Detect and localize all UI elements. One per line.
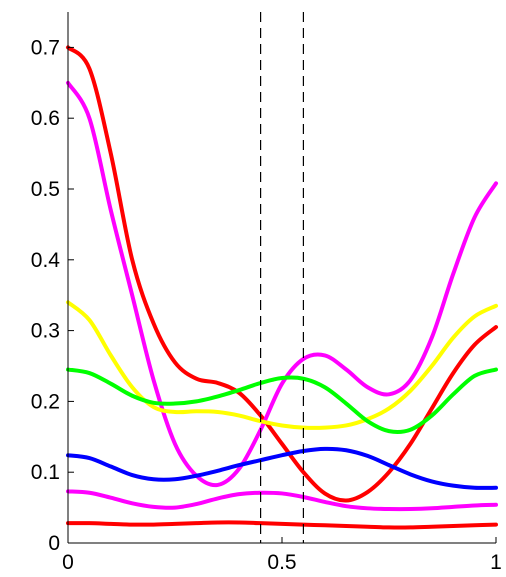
y-tick-label: 0.3 (31, 320, 60, 343)
y-tick-label: 0.6 (31, 107, 60, 130)
x-tick-label: 0 (62, 551, 74, 574)
series-layer (66, 45, 498, 530)
x-tick-label: 0.5 (267, 551, 296, 574)
ticks: 0 0.1 0.2 0.3 0.4 0.5 0.6 0.7 0 0.5 1 (31, 36, 502, 574)
y-tick-label: 0.2 (31, 390, 60, 413)
series-line-2 (66, 80, 498, 488)
x-tick-label: 1 (490, 551, 502, 574)
series-line-5 (66, 446, 498, 490)
series-line-6 (66, 489, 498, 512)
y-tick-label: 0.7 (31, 36, 60, 59)
vertical-markers (260, 12, 304, 543)
axes (67, 12, 496, 544)
y-tick-label: 0.4 (31, 249, 61, 272)
series-line-1 (66, 45, 498, 503)
y-tick-label: 0.5 (31, 178, 60, 201)
series-line-4 (66, 367, 498, 434)
y-tick-label: 0 (48, 532, 60, 555)
series-line-7 (66, 520, 498, 530)
y-tick-label: 0.1 (31, 461, 60, 484)
series-line-3 (66, 300, 498, 430)
